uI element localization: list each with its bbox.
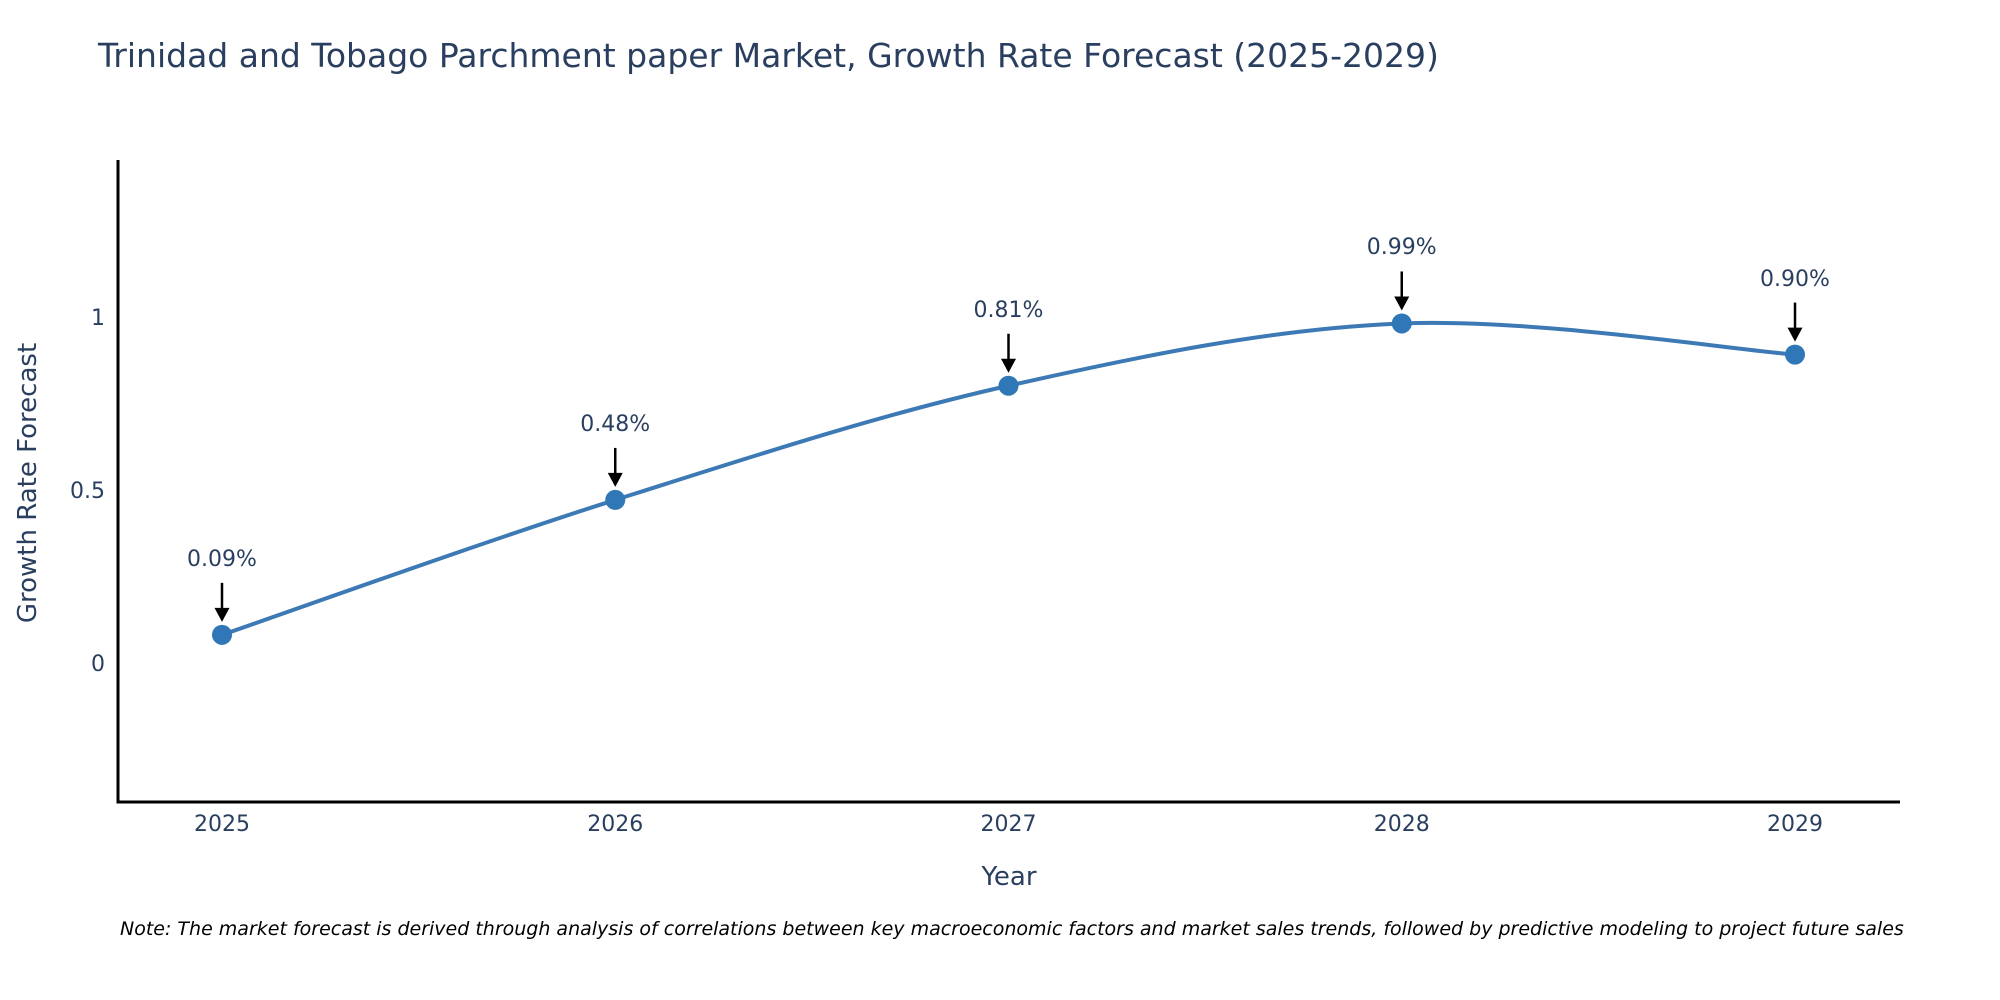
x-tick-label: 2026 xyxy=(587,812,644,837)
annotation-arrowhead-icon xyxy=(607,472,623,487)
data-point-marker xyxy=(212,624,232,645)
point-value-label: 0.48% xyxy=(580,411,651,437)
data-point-marker xyxy=(605,489,626,510)
chart-title: Trinidad and Tobago Parchment paper Mark… xyxy=(98,36,1439,75)
point-value-label: 0.81% xyxy=(973,297,1044,323)
annotation-arrowhead-icon xyxy=(214,607,230,622)
x-axis-title: Year xyxy=(981,862,1037,892)
point-value-label: 0.90% xyxy=(1760,266,1830,292)
point-value-label: 0.09% xyxy=(187,546,257,572)
x-tick-label: 2028 xyxy=(1373,812,1430,837)
y-tick-label: 0.5 xyxy=(70,479,105,504)
axes xyxy=(116,160,1900,804)
data-point-marker xyxy=(1391,313,1412,334)
annotation-arrows xyxy=(214,271,1803,622)
x-tick-label: 2025 xyxy=(194,812,250,837)
y-tick-label: 1 xyxy=(91,306,105,331)
y-tick-label: 0 xyxy=(91,652,105,677)
series-markers xyxy=(212,313,1805,645)
annotation-arrowhead-icon xyxy=(1787,327,1803,342)
data-point-marker xyxy=(998,375,1019,396)
point-value-label: 0.99% xyxy=(1366,235,1437,261)
annotation-arrowhead-icon xyxy=(1001,358,1016,373)
x-tick-label: 2027 xyxy=(980,812,1037,837)
annotation-arrowhead-icon xyxy=(1394,296,1410,311)
footnote: Note: The market forecast is derived thr… xyxy=(120,918,1904,940)
data-point-marker xyxy=(1785,344,1805,365)
x-tick-label: 2029 xyxy=(1767,812,1823,837)
y-axis-title: Growth Rate Forecast xyxy=(13,342,43,624)
